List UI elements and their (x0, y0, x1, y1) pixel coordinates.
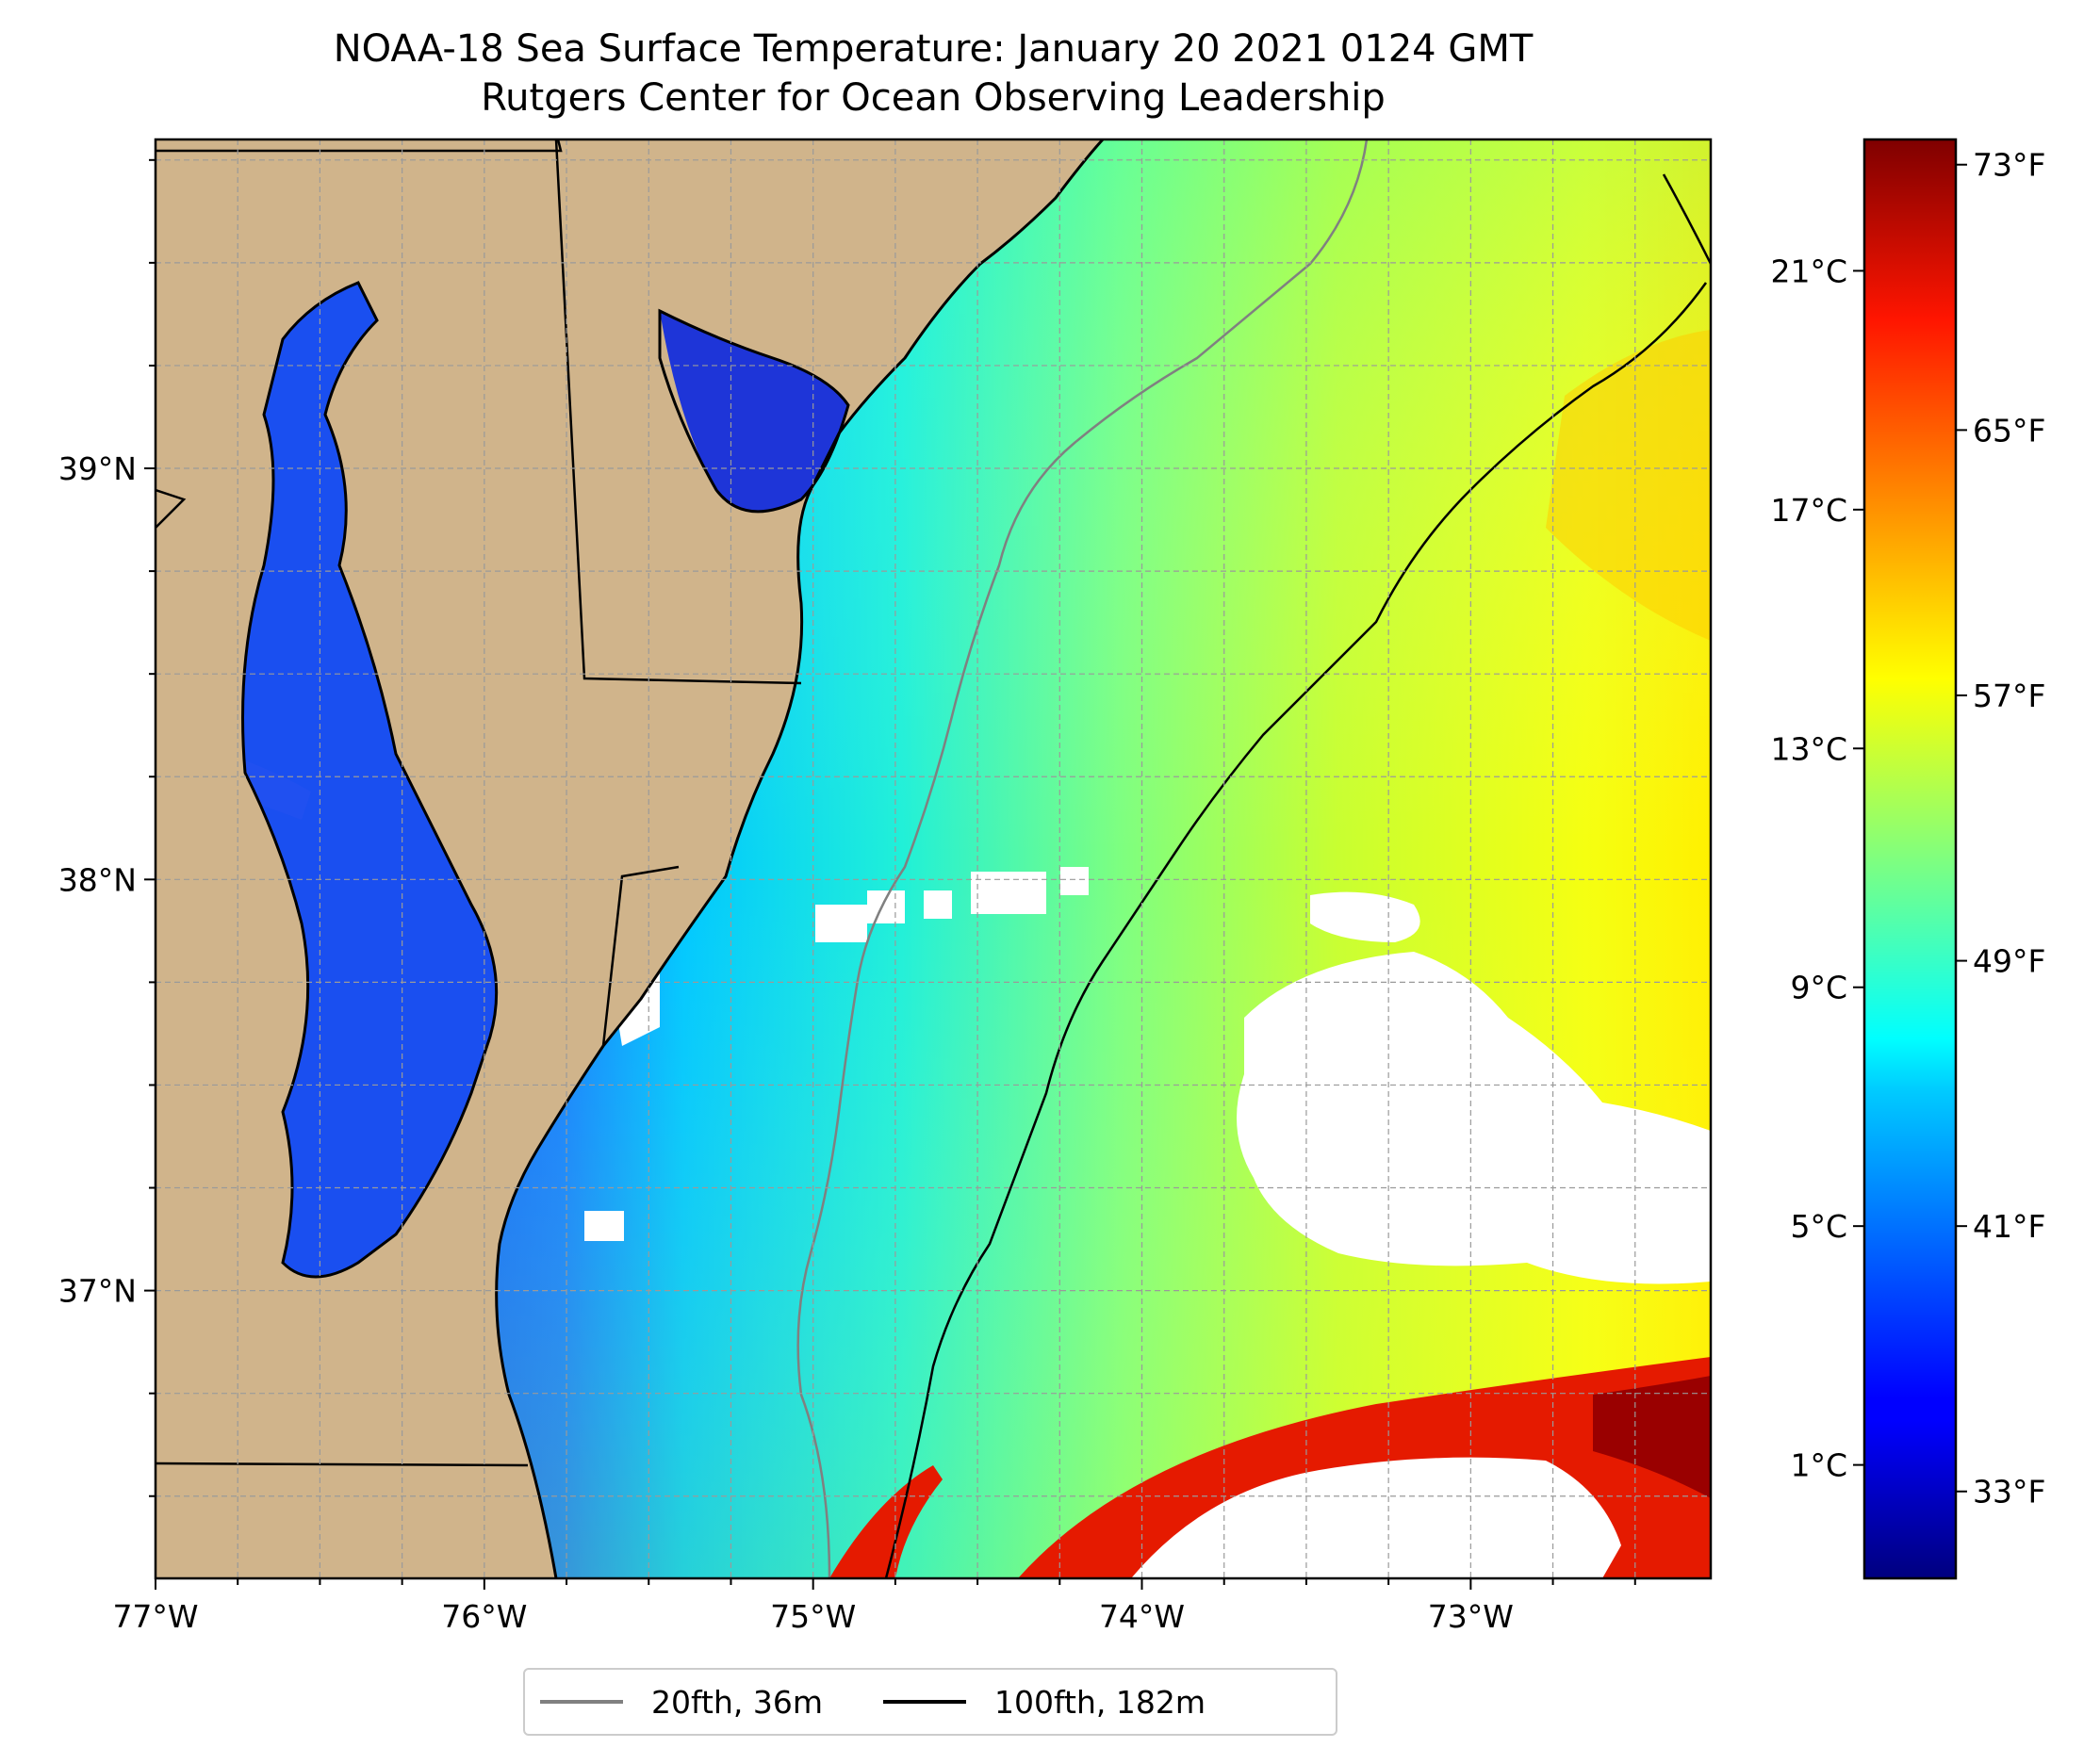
legend: 20fth, 36m 100fth, 182m (523, 1668, 1337, 1736)
fahrenheit-tick-label: 41°F (1973, 1208, 2045, 1245)
lon-tick-label: 74°W (1099, 1598, 1185, 1635)
state-border (156, 139, 563, 153)
cloud-speck (971, 872, 1046, 914)
gridlines (156, 139, 1711, 1578)
celsius-tick-label: 13°C (1770, 730, 1847, 767)
lon-tick-label: 73°W (1428, 1598, 1514, 1635)
cloud-speck (584, 1211, 624, 1241)
isobath-100fth-north (1662, 173, 1711, 265)
state-border (156, 1462, 529, 1467)
cloud-speck (1060, 867, 1089, 895)
lat-tick-label: 38°N (58, 861, 137, 898)
warm-band-core (1593, 1376, 1711, 1498)
lat-tick-label: 39°N (58, 450, 137, 487)
delaware-bay-shore (658, 308, 850, 514)
fahrenheit-tick-label: 73°F (1973, 147, 2045, 184)
state-border (554, 139, 802, 685)
celsius-tick-label: 5°C (1790, 1208, 1847, 1245)
delaware-bay (660, 311, 848, 512)
land (156, 139, 1103, 1578)
colorbar (1862, 138, 1958, 1580)
colorbar-celsius-ticks: 1°C 5°C 9°C 13°C 17°C 21°C (1770, 253, 1864, 1484)
fahrenheit-tick-label: 57°F (1973, 678, 2045, 714)
legend-swatch-gray (540, 1700, 623, 1704)
celsius-tick-label: 21°C (1770, 253, 1847, 289)
celsius-tick-label: 9°C (1790, 970, 1847, 1006)
legend-item-20fth: 20fth, 36m (525, 1684, 823, 1721)
lat-tick-label: 37°N (58, 1273, 137, 1310)
fahrenheit-tick-label: 49°F (1973, 943, 2045, 980)
celsius-tick-label: 1°C (1790, 1447, 1847, 1484)
colorbar-fahrenheit-ticks: 33°F 41°F 49°F 57°F 65°F 73°F (1956, 147, 2045, 1511)
cloud-speck (815, 905, 867, 942)
map-frame (154, 138, 1713, 1580)
fahrenheit-tick-label: 33°F (1973, 1474, 2045, 1511)
state-border (156, 488, 187, 529)
fahrenheit-tick-label: 65°F (1973, 412, 2045, 449)
isobath-20fth (796, 139, 1369, 1578)
celsius-tick-label: 17°C (1770, 492, 1847, 529)
legend-item-100fth: 100fth, 182m (868, 1684, 1206, 1721)
cloud-mask-south (1131, 1457, 1621, 1578)
map-area (156, 139, 1711, 1578)
coastline (495, 139, 1105, 1578)
map-title: NOAA-18 Sea Surface Temperature: January… (333, 27, 1534, 71)
cloud-mask-east (1237, 952, 1711, 1284)
lon-tick-label: 77°W (112, 1598, 198, 1635)
cloud-speck (924, 890, 952, 919)
warm-core-ne (1546, 330, 1711, 641)
cloud-mask-patch (1310, 891, 1420, 942)
state-border (601, 865, 680, 1047)
legend-swatch-black (883, 1700, 966, 1704)
lon-tick-label: 75°W (770, 1598, 856, 1635)
lon-tick-label: 76°W (441, 1598, 527, 1635)
longitude-ticks: 77°W 76°W 75°W 74°W 73°W (112, 1578, 1636, 1635)
cloud-speck (867, 890, 905, 923)
isobath-100fth (884, 282, 1708, 1578)
warm-filament (829, 1465, 943, 1578)
latitude-ticks: 39°N 38°N 37°N (58, 158, 156, 1497)
chesapeake-shore (241, 281, 499, 1279)
map-subtitle: Rutgers Center for Ocean Observing Leade… (481, 76, 1386, 120)
